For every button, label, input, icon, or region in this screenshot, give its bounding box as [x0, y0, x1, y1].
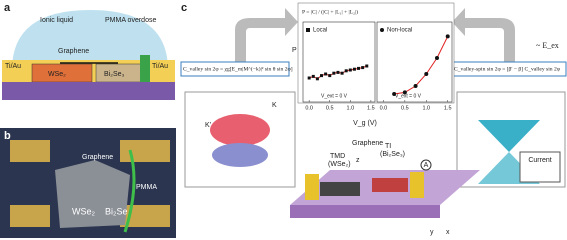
label: Ionic liquid	[40, 17, 73, 24]
label: Graphene	[82, 154, 113, 161]
data-point	[315, 77, 319, 81]
axis-label: z	[356, 157, 360, 164]
x-tick-label: 1.0	[346, 105, 354, 111]
substrate	[2, 82, 175, 100]
label: PMMA	[136, 184, 157, 191]
x-tick-label: 0.0	[305, 105, 313, 111]
panel-b: b Graphene PMMA WSe₂ Bi₂Se	[0, 128, 176, 238]
data-point	[392, 92, 397, 96]
electrode	[10, 205, 50, 227]
label: WSe₂	[72, 206, 96, 216]
label: Graphene	[352, 140, 383, 147]
data-point	[402, 90, 407, 95]
x-tick-label: 1.5	[367, 105, 375, 111]
axis-label: x	[446, 229, 450, 236]
data-point	[413, 84, 418, 88]
ionic-liquid	[12, 10, 168, 70]
label: K	[272, 102, 277, 109]
electrode	[410, 172, 424, 198]
electrode	[10, 140, 50, 162]
tmd-flake	[320, 182, 360, 196]
data-point	[424, 72, 429, 76]
label: Ti/Au	[152, 63, 168, 70]
y-axis-label: P	[292, 47, 297, 54]
x-tick-label: 0.5	[326, 105, 334, 111]
equation: P = |C| / (|C| + |L₁| + |L₂|)	[302, 8, 358, 15]
panel-c: c C_valley sin 2φ = χg[E_m|M^(−k)|² sin …	[180, 2, 567, 236]
plot-area	[376, 21, 453, 103]
label: (Bi₂Se₃)	[380, 151, 405, 158]
plot-frame	[297, 2, 455, 104]
electrode	[120, 205, 170, 227]
x-tick-label: 1.5	[444, 105, 452, 111]
band-surface	[210, 114, 270, 146]
label: Ti/Au	[5, 63, 21, 70]
legend-label: Local	[313, 28, 327, 34]
legend-marker	[306, 28, 310, 32]
panel-label: a	[4, 2, 11, 14]
pmma	[140, 55, 150, 82]
annotation: V_ext = 0 V	[395, 93, 422, 99]
current-box	[519, 151, 561, 183]
data-point	[328, 74, 332, 78]
equation: ~ E_ex	[536, 41, 559, 50]
legend-marker	[380, 28, 384, 32]
axis-label: y	[430, 229, 434, 236]
data-point	[324, 72, 328, 76]
panel-a: a Ionic liquid PMMA overdose Graphene Ti…	[2, 2, 175, 100]
arrow	[235, 8, 298, 62]
flake	[55, 160, 130, 228]
data-point	[352, 67, 356, 71]
substrate	[290, 205, 440, 218]
data-point	[445, 34, 450, 39]
data-point	[361, 66, 365, 70]
annotation: V_ext = 0 V	[321, 93, 348, 99]
equation: C_valley sin 2φ = χg[E_m|M^(−k)|² sin θ …	[183, 65, 293, 72]
data-point	[311, 74, 315, 78]
label: WSe₂	[48, 71, 66, 78]
ti-flake	[372, 178, 408, 192]
label: TI	[385, 143, 391, 150]
label: TMD	[330, 153, 345, 160]
data-point	[320, 74, 324, 78]
label: Current	[528, 157, 551, 164]
panel-label: c	[181, 2, 187, 14]
ammeter	[420, 159, 432, 171]
label: Graphene	[58, 48, 89, 55]
equation-box	[180, 61, 290, 77]
data-point	[307, 76, 311, 80]
x-tick-label: 1.0	[422, 105, 430, 111]
panel-label: b	[4, 130, 11, 142]
label: PMMA overdose	[105, 17, 156, 24]
x-tick-label: 0.5	[401, 105, 409, 111]
arrow	[452, 8, 515, 62]
data-point	[365, 64, 369, 68]
label: A	[424, 162, 429, 169]
electrode	[305, 174, 319, 200]
label: Bi₂Se	[105, 206, 128, 216]
data-point	[348, 68, 352, 72]
label: Bi₂Se₃	[104, 71, 125, 78]
x-axis-label: V_g (V)	[353, 120, 377, 127]
equation: C_valley-spin sin 2φ = [β' − β] C_valley…	[454, 66, 561, 72]
data-point	[332, 71, 336, 75]
plot-area	[302, 21, 376, 103]
data-point	[344, 69, 348, 73]
legend-label: Non-local	[387, 28, 412, 34]
data-point	[357, 66, 361, 70]
band-surface	[212, 143, 268, 167]
data-point	[340, 71, 344, 75]
data-point	[336, 70, 340, 74]
pmma	[123, 149, 136, 233]
label: K'	[205, 122, 211, 129]
label: (WSe₂)	[328, 161, 351, 168]
electrode	[120, 140, 170, 162]
x-tick-label: 0.0	[380, 105, 388, 111]
data-point	[435, 56, 439, 60]
dirac-cone	[478, 120, 540, 152]
